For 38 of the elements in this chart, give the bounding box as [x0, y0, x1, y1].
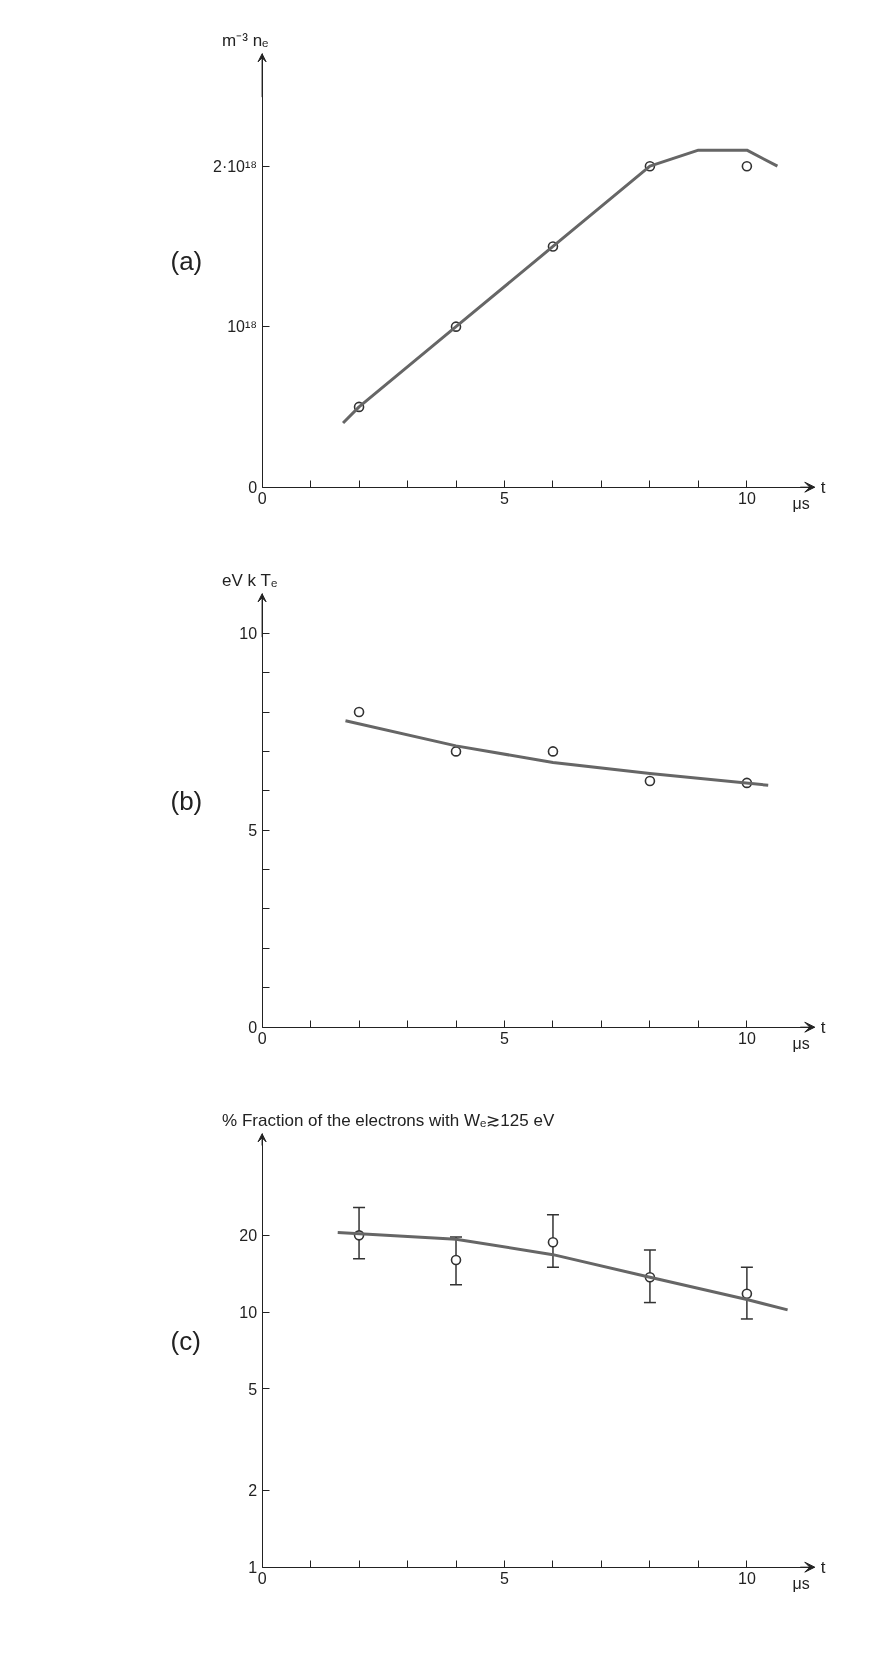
y-tick-label: 1 [248, 1559, 258, 1577]
y-tick-label: 10 [239, 625, 258, 643]
point [450, 1254, 462, 1266]
text: (b) [170, 785, 203, 816]
y-tick-label: 10 [239, 1304, 258, 1322]
x-tick-label: 10 [737, 490, 756, 508]
x-tick-label: 5 [500, 1570, 510, 1588]
y-axis-title: m⁻³ nₑ [222, 30, 269, 50]
x-tick-label: 10 [737, 1570, 756, 1588]
point [547, 1236, 559, 1248]
text: μs [792, 495, 810, 513]
point [547, 746, 559, 757]
y-tick-label: 20 [239, 1227, 258, 1245]
x-axis-title: t [820, 1017, 826, 1037]
y-tick-label: 2 [248, 1482, 258, 1500]
x-tick-label: 10 [737, 1030, 756, 1048]
point [644, 775, 656, 787]
y-tick-label: 0 [248, 478, 258, 496]
y-axis-title: % Fraction of the electrons with Wₑ≳125 eV [222, 1110, 555, 1130]
line-series [336, 1231, 790, 1312]
text: (a) [170, 245, 203, 276]
point [741, 1288, 753, 1300]
x-axis-title: t [820, 477, 826, 497]
text: (c) [170, 1325, 201, 1356]
y-tick-label: 10¹⁸ [227, 318, 258, 336]
y-tick-label: 2·10¹⁸ [212, 157, 258, 175]
point [353, 706, 365, 718]
x-axis-title: t [820, 1557, 826, 1577]
y-tick-label: 5 [248, 822, 258, 840]
x-tick-label: 5 [500, 490, 510, 508]
text: μs [792, 1575, 810, 1593]
x-tick-label: 5 [500, 1030, 510, 1048]
y-tick-label: 0 [248, 1019, 258, 1037]
line-series [343, 719, 770, 787]
point [450, 746, 462, 757]
y-tick-label: 5 [248, 1380, 258, 1398]
text: μs [792, 1035, 810, 1053]
y-axis-title: eV k Tₑ [222, 570, 278, 590]
